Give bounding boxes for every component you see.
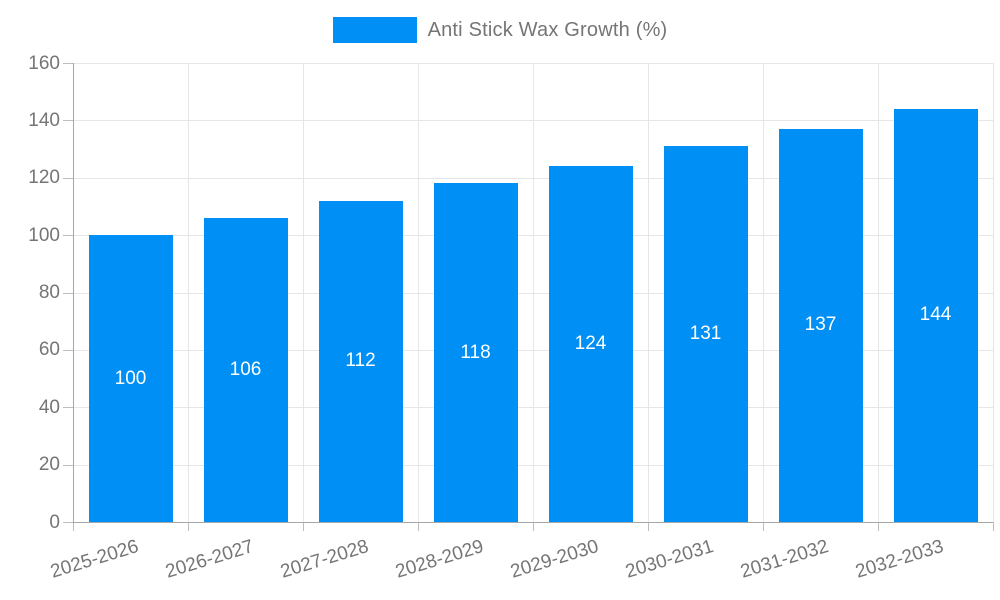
x-axis-tick xyxy=(73,522,74,531)
x-axis-tick xyxy=(993,522,994,531)
y-axis-tick xyxy=(63,522,73,523)
bar-value-label: 118 xyxy=(460,341,491,363)
x-axis-tick xyxy=(418,522,419,531)
x-gridline xyxy=(648,63,649,522)
y-axis-label: 40 xyxy=(38,396,60,418)
bar-2025-2026[interactable]: 100 xyxy=(88,235,173,522)
x-axis-line xyxy=(73,522,993,523)
x-gridline xyxy=(533,63,534,522)
bar-2028-2029[interactable]: 118 xyxy=(433,183,518,522)
bar-2027-2028[interactable]: 112 xyxy=(318,200,403,522)
y-axis-label: 80 xyxy=(38,282,60,303)
y-axis-label: 140 xyxy=(28,109,60,131)
x-gridline xyxy=(188,63,189,522)
legend-label: Anti Stick Wax Growth (%) xyxy=(427,18,668,41)
x-gridline xyxy=(878,63,879,522)
y-axis-tick xyxy=(63,120,73,122)
y-axis-label: 0 xyxy=(49,511,60,533)
y-axis-tick xyxy=(63,63,73,64)
y-axis-tick xyxy=(63,292,73,294)
legend-swatch xyxy=(332,17,417,43)
y-axis-label: 100 xyxy=(28,224,60,246)
y-axis-tick xyxy=(63,464,73,466)
bar-value-label: 124 xyxy=(574,333,607,355)
y-axis-label: 160 xyxy=(28,52,60,74)
y-axis-tick xyxy=(63,235,73,237)
y-axis-label: 60 xyxy=(38,339,60,361)
y-axis-tick xyxy=(63,407,73,409)
bar-value-label: 137 xyxy=(804,314,837,336)
bar-value-label: 112 xyxy=(345,350,376,372)
bar-2032-2033[interactable]: 144 xyxy=(893,108,978,522)
x-gridline xyxy=(303,63,304,522)
legend-item[interactable]: Anti Stick Wax Growth (%) xyxy=(0,17,1000,43)
x-axis-tick xyxy=(303,522,304,531)
x-axis-tick xyxy=(878,522,879,531)
y-axis-tick xyxy=(63,177,73,179)
bar-value-label: 131 xyxy=(689,323,722,345)
x-gridline xyxy=(763,63,764,522)
y-axis-tick xyxy=(63,349,73,351)
x-gridline xyxy=(993,63,994,522)
bar-2029-2030[interactable]: 124 xyxy=(548,166,633,522)
bar-2030-2031[interactable]: 131 xyxy=(663,146,748,522)
bar-value-label: 144 xyxy=(919,304,952,326)
x-axis-tick xyxy=(188,522,189,531)
bar-2031-2032[interactable]: 137 xyxy=(778,128,863,522)
x-axis-tick xyxy=(533,522,534,531)
bar-value-label: 106 xyxy=(229,358,262,380)
y-axis-label: 120 xyxy=(28,167,60,189)
y-axis-label: 20 xyxy=(38,454,60,476)
x-axis-tick xyxy=(763,522,764,531)
x-gridline xyxy=(418,63,419,522)
bar-value-label: 100 xyxy=(114,367,147,389)
bar-2026-2027[interactable]: 106 xyxy=(203,217,288,522)
y-axis-line xyxy=(73,63,74,522)
x-axis-tick xyxy=(648,522,649,531)
